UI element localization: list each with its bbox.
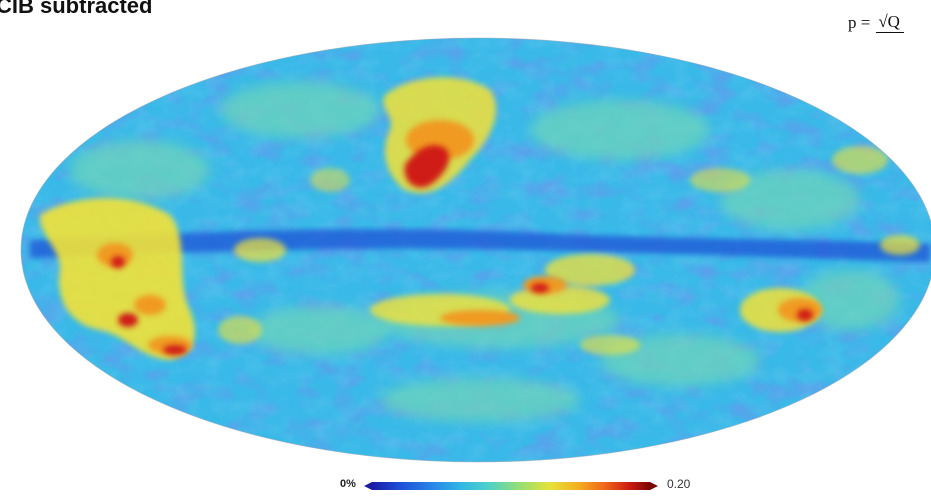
formula-lhs: p = [848,12,871,32]
formula-fraction: √Q [876,12,904,33]
figure-title: CIB subtracted [0,0,153,18]
faint-caption-area [0,478,200,492]
colorbar-max-label: 0.20 [667,477,691,491]
colorbar-min-label: 0% [340,478,356,490]
polarization-formula: p = √Q [848,12,904,33]
formula-numerator: √Q [876,13,904,33]
red-hotspots [111,145,813,355]
sky-map-outline [20,37,931,463]
colorbar [364,482,658,490]
